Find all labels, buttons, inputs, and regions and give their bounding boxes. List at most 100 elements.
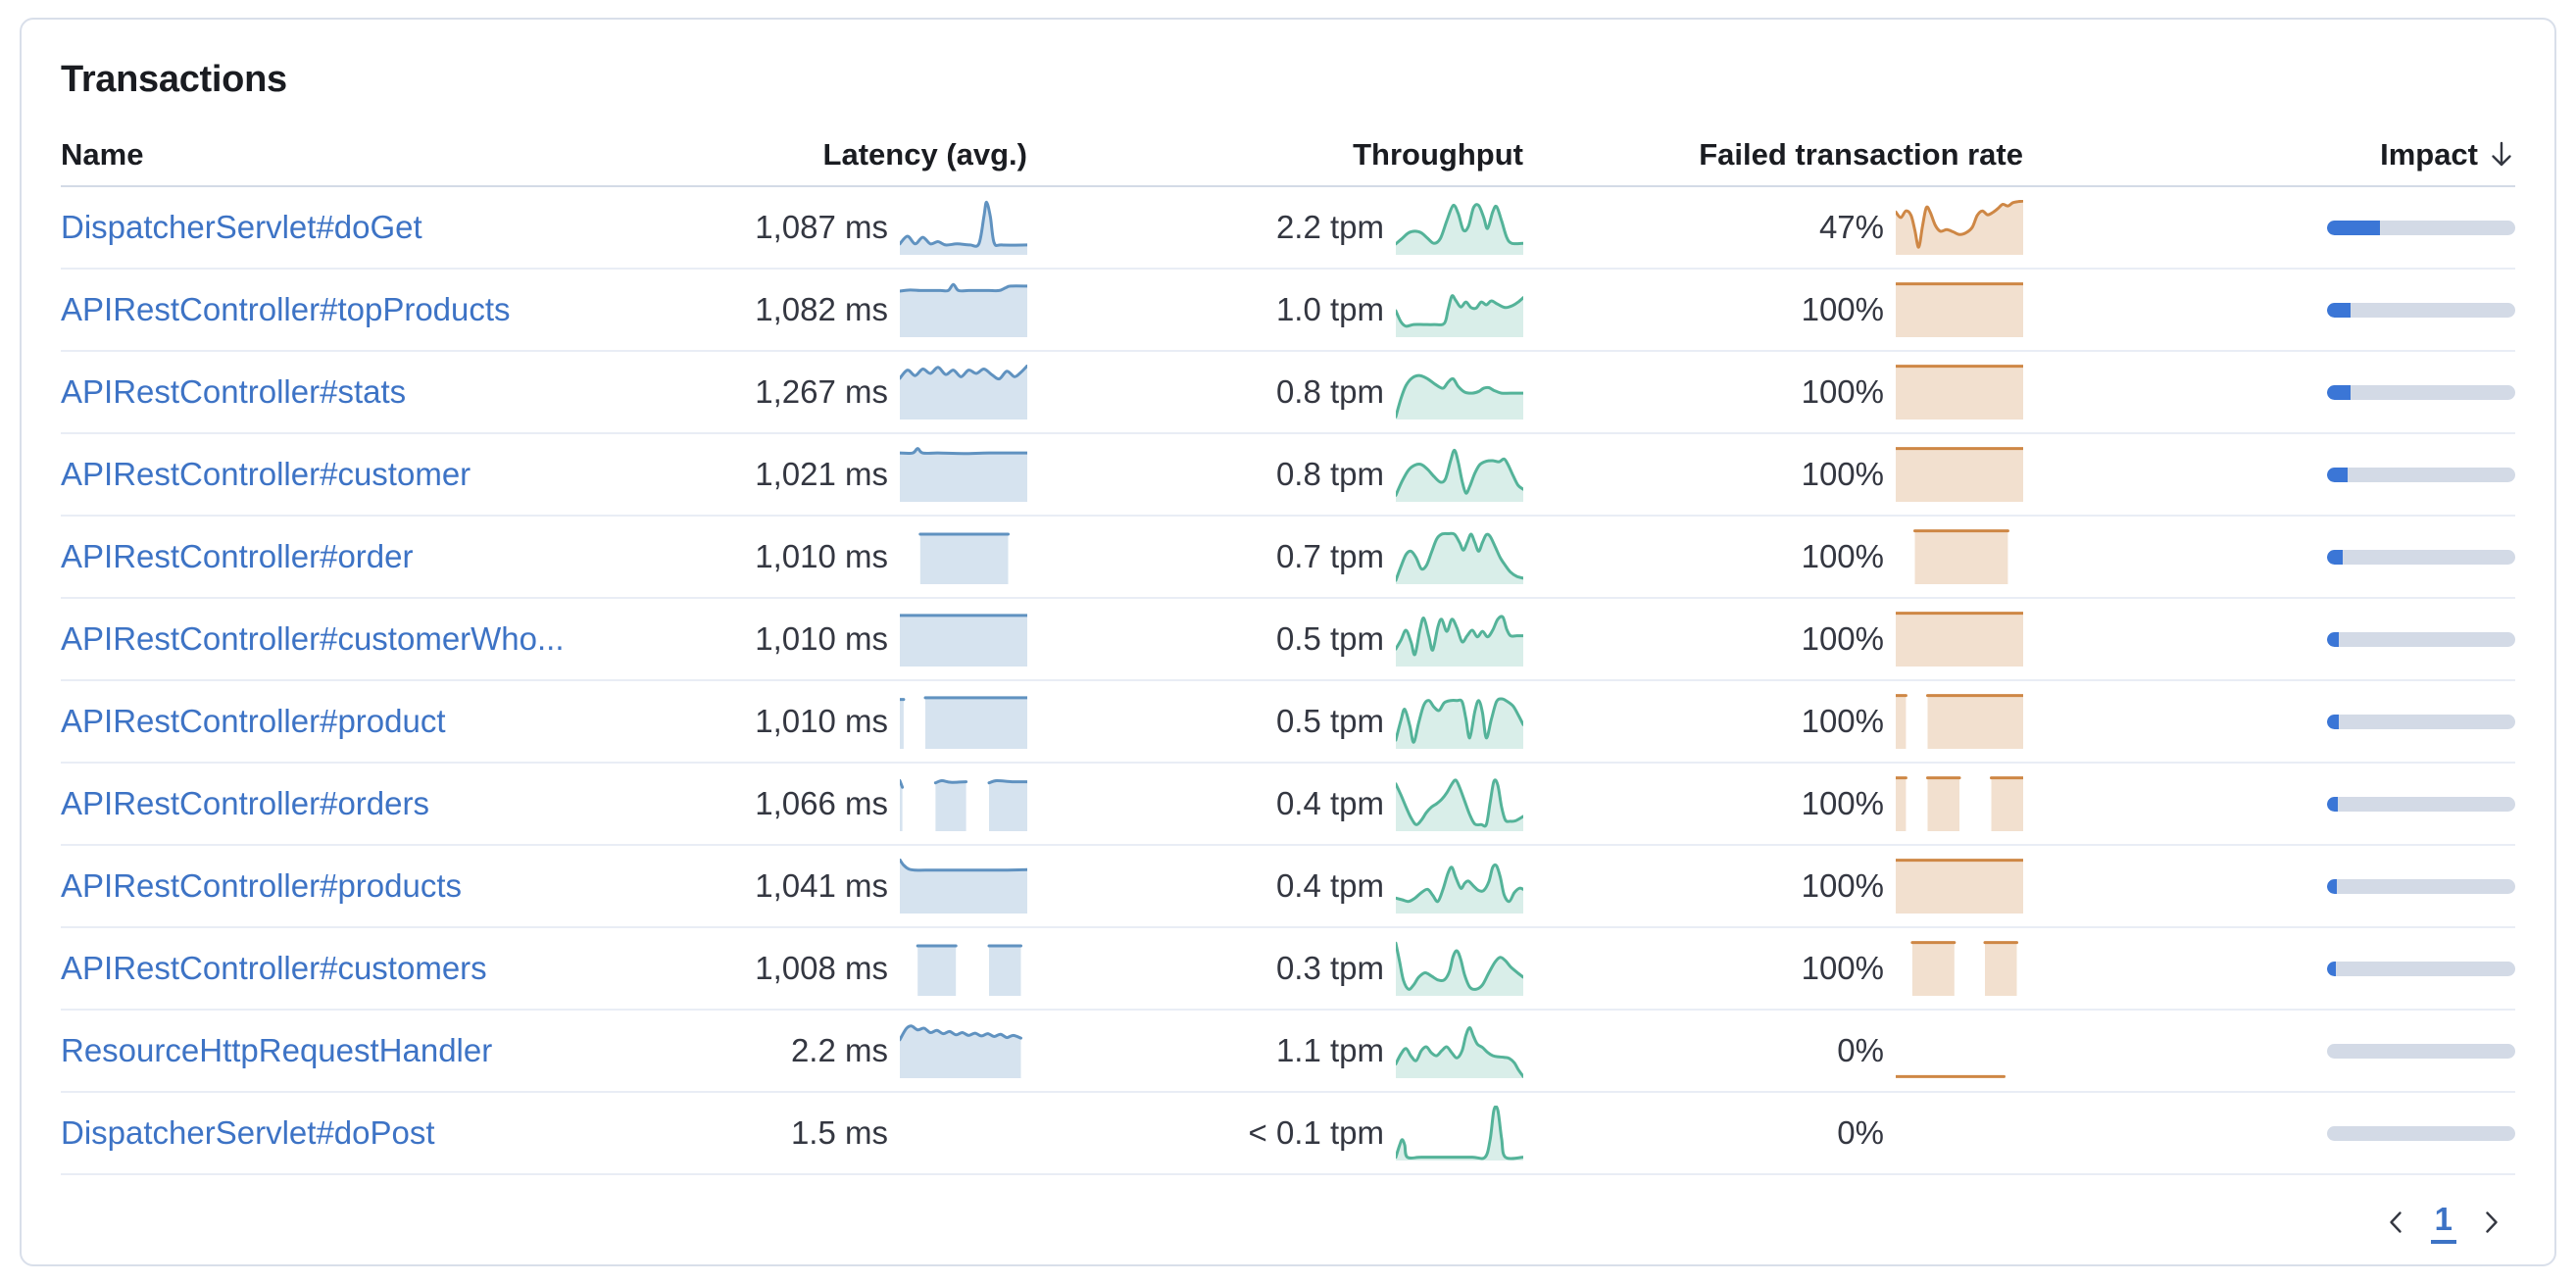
latency-sparkline [900,447,1027,502]
failed-rate-value: 0% [1837,1114,1884,1151]
table-header: Name Latency (avg.) Throughput Failed tr… [61,124,2515,187]
transaction-name-link[interactable]: APIRestController#stats [61,373,407,410]
impact-bar-fill [2327,796,2338,812]
table-row: APIRestController#order 1,010 ms 0.7 tpm… [61,517,2515,599]
failed-rate-value: 100% [1801,867,1884,904]
latency-sparkline [900,365,1027,420]
column-header-failed-rate[interactable]: Failed transaction rate [1699,137,2023,172]
impact-bar [2327,384,2515,400]
transaction-name-link[interactable]: DispatcherServlet#doGet [61,209,422,245]
throughput-value: 0.3 tpm [1275,950,1384,986]
throughput-sparkline [1396,694,1523,749]
latency-sparkline [900,776,1027,831]
latency-value: 1,010 ms [755,620,888,657]
transaction-name-link[interactable]: APIRestController#customer [61,456,471,492]
failed-rate-sparkline [1896,282,2023,337]
throughput-sparkline [1396,1023,1523,1078]
chevron-left-icon [2389,1211,2402,1233]
latency-value: 1,008 ms [755,950,888,986]
latency-sparkline [900,941,1027,996]
throughput-value: 2.2 tpm [1275,209,1384,245]
failed-rate-value: 100% [1801,950,1884,986]
page-number-1[interactable]: 1 [2430,1201,2456,1244]
throughput-sparkline [1396,941,1523,996]
failed-rate-sparkline [1896,612,2023,667]
impact-bar [2327,714,2515,729]
impact-bar-fill [2327,467,2349,482]
latency-sparkline [900,1023,1027,1078]
column-header-name: Name [61,137,144,172]
failed-rate-sparkline [1896,1023,2023,1078]
throughput-value: 0.4 tpm [1275,867,1384,904]
transaction-name-link[interactable]: APIRestController#orders [61,785,429,821]
failed-rate-value: 47% [1818,209,1884,245]
throughput-value: 1.1 tpm [1275,1032,1384,1068]
failed-rate-value: 100% [1801,538,1884,574]
throughput-value: 0.7 tpm [1275,538,1384,574]
throughput-value: 0.8 tpm [1275,456,1384,492]
impact-bar [2327,631,2515,647]
impact-bar-fill [2327,384,2351,400]
transactions-card: Transactions Name Latency (avg.) Through… [20,18,2556,1266]
impact-bar [2327,1125,2515,1141]
impact-bar-fill [2327,631,2339,647]
impact-bar [2327,220,2515,235]
latency-value: 1,082 ms [755,291,888,327]
column-header-throughput[interactable]: Throughput [1353,137,1523,172]
table-row: APIRestController#customerWho... 1,010 m… [61,599,2515,681]
impact-header-label: Impact [2380,137,2478,172]
throughput-sparkline [1396,365,1523,420]
failed-rate-value: 100% [1801,620,1884,657]
throughput-sparkline [1396,282,1523,337]
failed-rate-sparkline [1896,529,2023,584]
chevron-right-icon [2486,1211,2498,1233]
transaction-name-link[interactable]: APIRestController#order [61,538,414,574]
table-row: APIRestController#topProducts 1,082 ms 1… [61,270,2515,352]
throughput-value: 0.4 tpm [1275,785,1384,821]
table-row: DispatcherServlet#doGet 1,087 ms 2.2 tpm… [61,187,2515,270]
table-row: APIRestController#customer 1,021 ms 0.8 … [61,434,2515,517]
failed-rate-value: 100% [1801,373,1884,410]
impact-bar-fill [2327,302,2351,318]
latency-value: 1,087 ms [755,209,888,245]
failed-rate-value: 100% [1801,703,1884,739]
throughput-sparkline [1396,1106,1523,1161]
table-body: DispatcherServlet#doGet 1,087 ms 2.2 tpm… [61,187,2515,1175]
impact-bar [2327,878,2515,894]
next-page-button[interactable] [2470,1202,2511,1243]
latency-sparkline [900,282,1027,337]
latency-value: 2.2 ms [790,1032,888,1068]
table-row: ResourceHttpRequestHandler 2.2 ms 1.1 tp… [61,1011,2515,1093]
column-header-latency[interactable]: Latency (avg.) [822,137,1027,172]
failed-rate-sparkline [1896,200,2023,255]
impact-bar [2327,796,2515,812]
transaction-name-link[interactable]: APIRestController#products [61,867,463,904]
prev-page-button[interactable] [2376,1202,2417,1243]
table-row: DispatcherServlet#doPost 1.5 ms < 0.1 tp… [61,1093,2515,1175]
transaction-name-link[interactable]: APIRestController#product [61,703,446,739]
column-header-impact[interactable]: Impact [2023,137,2515,173]
table-row: APIRestController#orders 1,066 ms 0.4 tp… [61,764,2515,846]
transaction-name-link[interactable]: DispatcherServlet#doPost [61,1114,435,1151]
failed-rate-sparkline [1896,447,2023,502]
latency-value: 1,010 ms [755,538,888,574]
transaction-name-link[interactable]: APIRestController#topProducts [61,291,511,327]
latency-value: 1,010 ms [755,703,888,739]
transaction-name-link[interactable]: ResourceHttpRequestHandler [61,1032,493,1068]
throughput-value: 0.8 tpm [1275,373,1384,410]
latency-value: 1,041 ms [755,867,888,904]
throughput-value: 1.0 tpm [1275,291,1384,327]
latency-sparkline [900,200,1027,255]
impact-bar [2327,1043,2515,1059]
failed-rate-value: 100% [1801,785,1884,821]
throughput-sparkline [1396,200,1523,255]
failed-rate-sparkline [1896,859,2023,914]
throughput-value: 0.5 tpm [1275,620,1384,657]
failed-rate-sparkline [1896,776,2023,831]
transaction-name-link[interactable]: APIRestController#customerWho... [61,620,565,657]
table-row: APIRestController#customers 1,008 ms 0.3… [61,928,2515,1011]
latency-sparkline [900,529,1027,584]
latency-sparkline [900,694,1027,749]
transaction-name-link[interactable]: APIRestController#customers [61,950,487,986]
latency-sparkline [900,1106,1027,1161]
